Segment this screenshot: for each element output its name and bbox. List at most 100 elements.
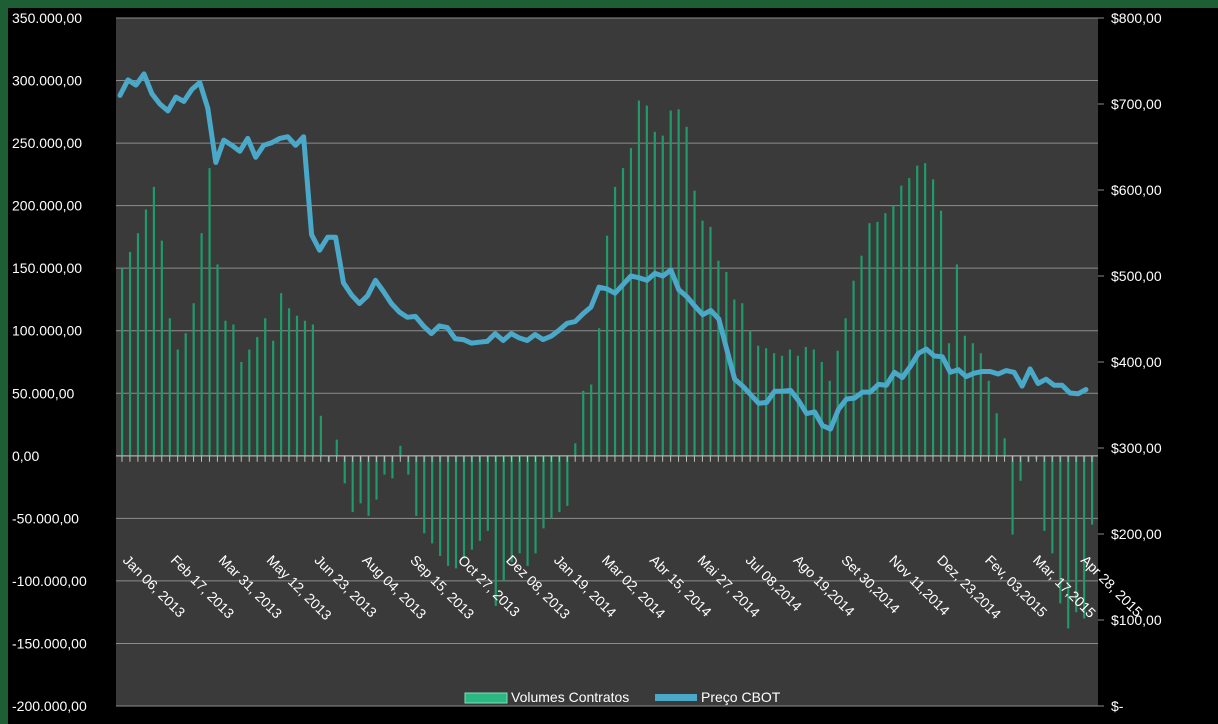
right-tick-label: $400,00 <box>1111 354 1162 370</box>
volume-bar <box>1043 455 1046 531</box>
volume-bar <box>216 264 219 456</box>
volume-bar <box>1011 455 1014 535</box>
volume-bar <box>987 380 990 456</box>
volume-bar <box>772 353 776 456</box>
volume-bar <box>510 455 513 563</box>
left-tick-label: 250.000,00 <box>12 135 82 151</box>
volume-bar <box>248 349 251 456</box>
volume-bar <box>1003 438 1006 456</box>
volume-bar <box>995 413 998 456</box>
volume-bar <box>200 233 203 456</box>
volume-bar <box>566 455 569 506</box>
volume-bar <box>224 320 227 456</box>
volume-bar <box>128 251 132 456</box>
volume-bar <box>240 362 243 456</box>
right-tick-label: $- <box>1111 698 1124 714</box>
volume-bar <box>725 271 728 456</box>
volume-bar <box>709 226 712 456</box>
volume-bar <box>272 340 275 456</box>
volume-bar <box>574 443 577 456</box>
price-line <box>117 71 1089 432</box>
volume-bar <box>375 455 378 500</box>
volume-bar <box>462 455 466 559</box>
volume-bar <box>176 349 179 456</box>
volume-bar <box>415 455 418 516</box>
volume-bar <box>908 178 911 456</box>
volume-bar <box>144 209 148 456</box>
volume-bar <box>1075 455 1078 613</box>
volume-bar <box>844 318 847 456</box>
volume-bar <box>939 210 943 456</box>
volume-bar <box>916 165 919 456</box>
volume-bar <box>121 268 124 456</box>
left-tick-label: 100.000,00 <box>12 323 82 339</box>
volume-bar <box>446 455 450 566</box>
volume-bar <box>741 303 744 456</box>
volume-bar <box>1067 455 1070 629</box>
legend-bar-label: Volumes Contratos <box>511 689 629 705</box>
volume-bar <box>892 205 895 456</box>
volume-bar <box>439 455 442 556</box>
volume-bar <box>431 455 434 544</box>
volume-bar <box>971 343 974 456</box>
volume-bar <box>685 126 688 456</box>
legend: Volumes Contratos Preço CBOT <box>464 689 781 705</box>
volume-bar <box>295 315 299 456</box>
volume-bar <box>518 455 521 554</box>
volume-bar <box>1091 455 1094 525</box>
volume-bar <box>502 455 505 581</box>
volume-bar <box>1083 455 1086 619</box>
volume-bar <box>184 333 187 456</box>
left-tick-label: 350.000,00 <box>12 10 82 26</box>
volume-bar <box>208 168 211 456</box>
volume-bar <box>256 336 259 456</box>
volume-bar <box>1051 455 1054 554</box>
volume-bar <box>391 455 394 479</box>
left-y-axis: -200.000,00 -150.000,00 -100.000,00 -50.000… <box>12 10 87 714</box>
grid-lines <box>116 17 1098 707</box>
left-tick-label: 200.000,00 <box>12 198 82 214</box>
right-tick-label: $700,00 <box>1111 96 1162 112</box>
left-tick-label: 50.000,00 <box>12 385 74 401</box>
volume-bar <box>828 380 831 456</box>
volume-bar <box>598 328 601 456</box>
volume-bar <box>963 335 966 456</box>
volume-bar <box>558 455 561 513</box>
left-tick-label: 150.000,00 <box>12 260 82 276</box>
volume-bar <box>264 318 267 456</box>
right-tick-label: $200,00 <box>1111 526 1162 542</box>
right-tick-label: $300,00 <box>1111 440 1162 456</box>
right-y-axis: $- $100,00 $200,00 $300,00 $400,00 $500,00 $60… <box>1098 10 1162 714</box>
volume-bar <box>621 168 625 456</box>
volume-bar <box>287 308 291 456</box>
right-tick-label: $500,00 <box>1111 268 1162 284</box>
volume-bar <box>606 235 609 456</box>
legend-line-swatch <box>655 694 697 701</box>
volume-bar <box>160 240 163 456</box>
volume-bar <box>486 455 489 531</box>
volume-bar <box>860 255 863 456</box>
volume-bar <box>367 455 370 516</box>
volume-bar <box>423 455 426 534</box>
volume-bar <box>653 131 656 456</box>
volume-bar <box>884 213 887 456</box>
volume-bar <box>661 135 664 456</box>
chart-frame: Jan 06, 2013 Feb 17, 2013 Mar 31, 2013 May … <box>8 8 1218 724</box>
left-tick-label: -100.000,00 <box>12 573 87 589</box>
volume-bar <box>693 190 696 456</box>
volume-bar <box>590 384 593 456</box>
volume-bar <box>152 186 156 456</box>
volume-bar <box>868 223 871 456</box>
left-tick-label: 0,00 <box>12 448 39 464</box>
volume-bar <box>494 455 497 606</box>
volume-bar <box>280 293 283 456</box>
volume-bar <box>796 355 800 456</box>
right-tick-label: $600,00 <box>1111 182 1162 198</box>
legend-bar-swatch <box>464 692 508 704</box>
volume-bar <box>613 186 617 456</box>
volume-bar <box>168 318 171 456</box>
volume-bar <box>542 455 545 529</box>
volume-bar <box>717 260 720 456</box>
right-tick-label: $800,00 <box>1111 10 1162 26</box>
